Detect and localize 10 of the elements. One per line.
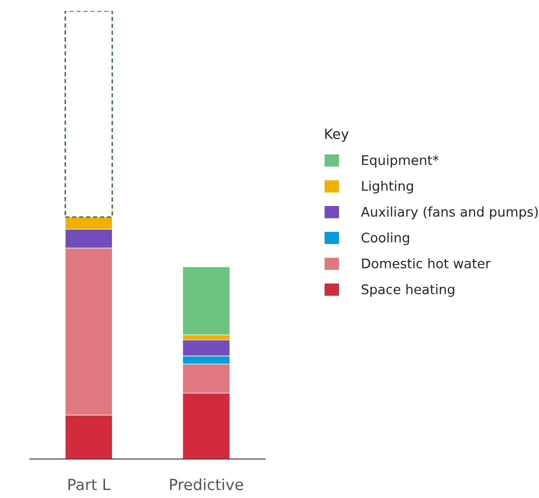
legend-label: Auxiliary (fans and pumps) xyxy=(360,206,538,220)
legend-label: Cooling xyxy=(362,232,410,246)
x-tick-label: Part L xyxy=(68,478,110,490)
legend-label: Space heating xyxy=(362,284,454,297)
bar xyxy=(64,11,113,218)
x-tick-label: Predictive xyxy=(170,478,244,490)
legend-label: Lighting xyxy=(362,180,413,194)
legend-title: Key xyxy=(325,128,349,142)
legend-label: Equipment* xyxy=(362,154,439,168)
legend-label: Domestic hot water xyxy=(362,258,491,268)
